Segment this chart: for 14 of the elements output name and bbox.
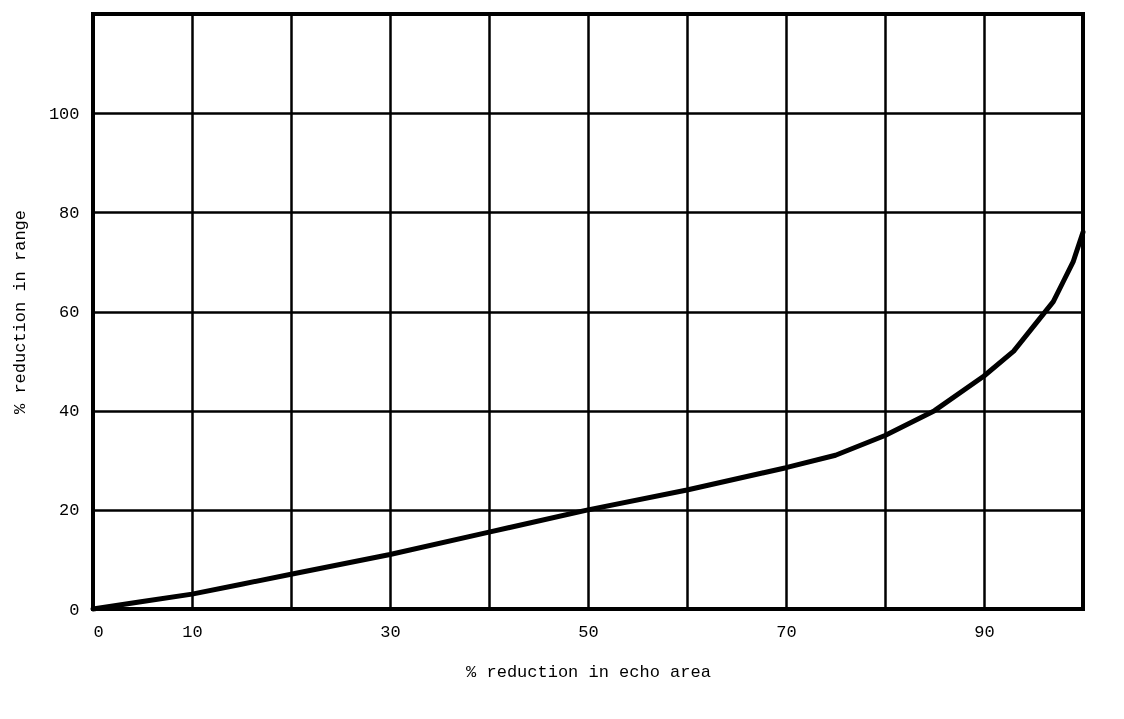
x-axis-title: % reduction in echo area xyxy=(466,662,711,682)
y-tick-label: 80 xyxy=(59,203,80,223)
y-tick-label: 20 xyxy=(59,501,80,521)
y-tick-label: 60 xyxy=(59,303,80,322)
y-tick-label: 0 xyxy=(69,600,80,620)
x-tick-label: 50 xyxy=(578,622,599,642)
y-tick-label: 40 xyxy=(59,402,80,422)
x-tick-label: 10 xyxy=(182,622,203,642)
x-tick-label: 0 xyxy=(93,622,104,642)
y-tick-label: 100 xyxy=(48,104,80,124)
x-tick-label: 70 xyxy=(776,622,797,642)
x-tick-label: 30 xyxy=(380,622,401,642)
y-axis-title: % reduction in range xyxy=(10,209,30,415)
x-tick-label: 90 xyxy=(974,622,995,642)
